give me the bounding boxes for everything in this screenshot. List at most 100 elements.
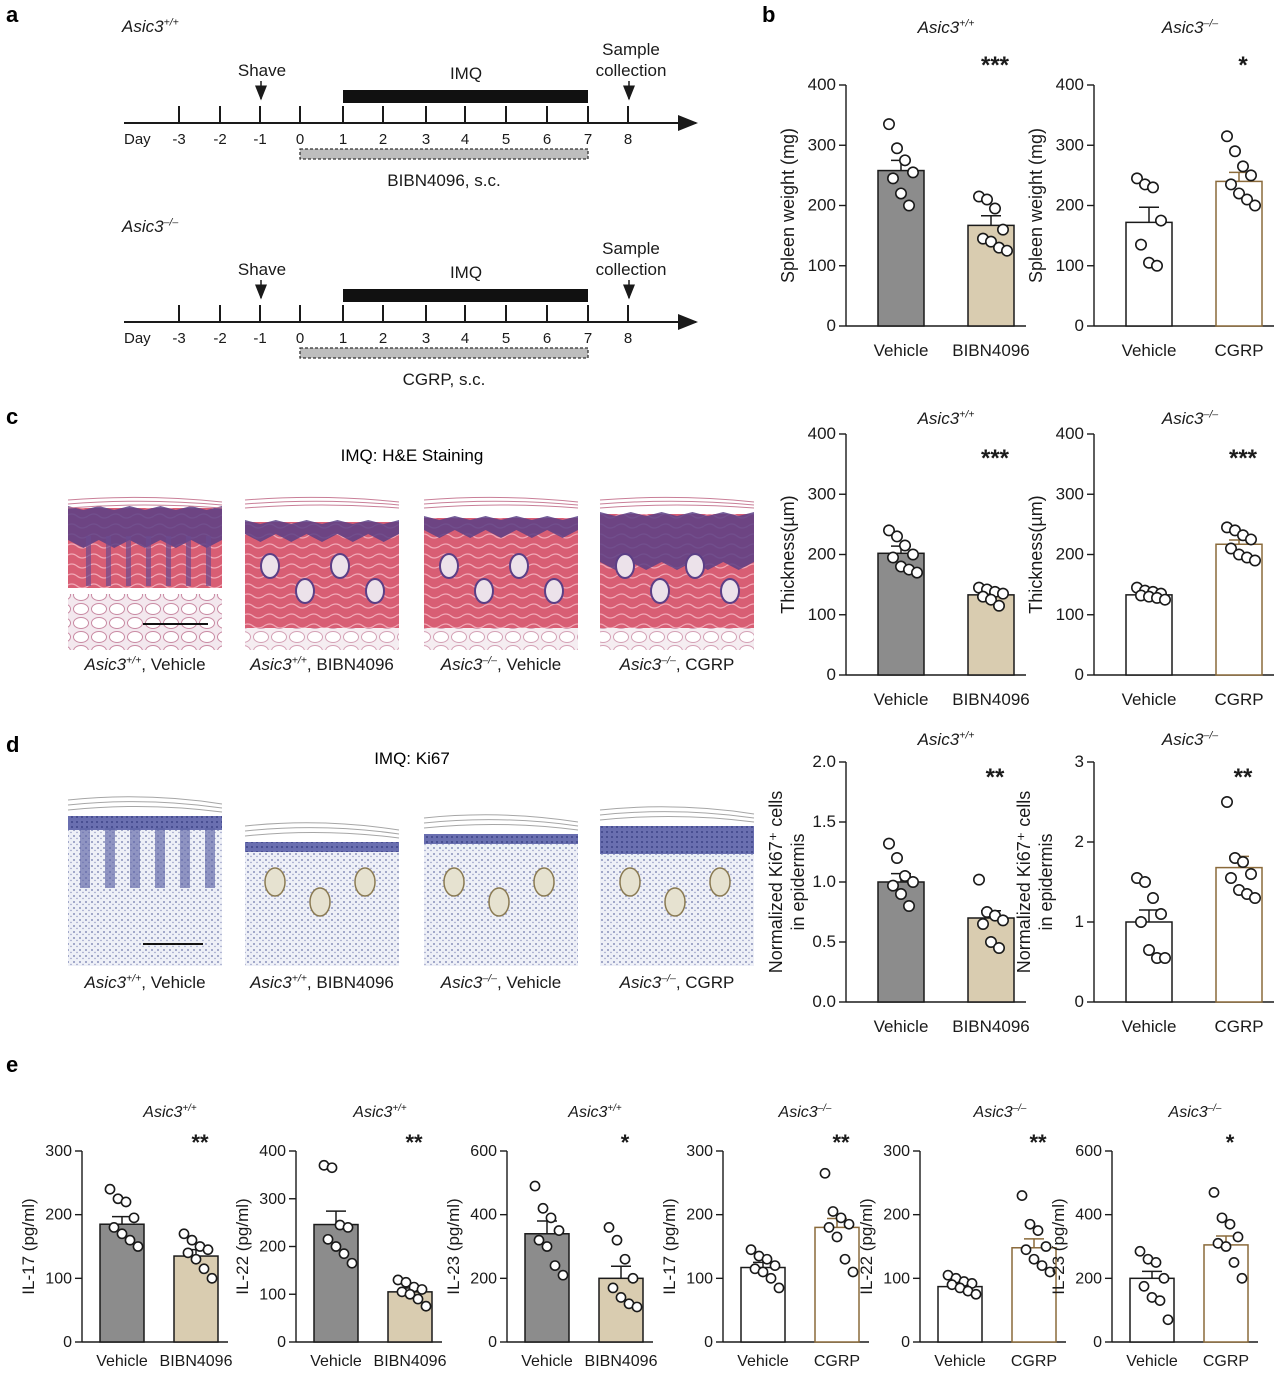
imq-label: IMQ	[450, 263, 482, 282]
data-point	[1220, 1241, 1232, 1252]
ki67-follicle	[664, 887, 686, 917]
data-point	[1151, 259, 1164, 272]
he-keratin	[244, 496, 400, 503]
chart-d2: Asic3–/– ** 0 1 2 3 Normalized Ki67⁺ cells in e…	[1014, 730, 1274, 1036]
he-follicle	[615, 553, 635, 579]
significance-marker: ***	[1229, 445, 1258, 472]
y-tick-label: 0	[1093, 1334, 1102, 1351]
data-point	[1249, 891, 1262, 904]
y-tick-label: 300	[808, 135, 836, 154]
timeline-day-tick-label: -2	[213, 330, 226, 347]
data-point	[1224, 1218, 1236, 1230]
data-point	[615, 1292, 627, 1303]
data-point	[1135, 238, 1148, 251]
data-point	[557, 1269, 569, 1281]
data-point	[1159, 951, 1172, 964]
significance-marker: ***	[981, 445, 1010, 472]
data-point	[1036, 1260, 1048, 1271]
data-point	[120, 1196, 132, 1208]
shave-label: Shave	[238, 260, 286, 279]
he-image-2	[244, 496, 400, 650]
data-point	[1162, 1314, 1174, 1326]
ki67-caption-4-base: Asic3	[619, 973, 662, 992]
y-tick-label: 100	[883, 1270, 910, 1287]
data-point	[186, 1234, 198, 1246]
ki67-image-row	[67, 796, 755, 966]
panel-letter-b: b	[762, 2, 775, 27]
ki67-keratin	[244, 822, 400, 831]
data-point	[1237, 160, 1250, 173]
he-caption-2-sup: +/+	[292, 655, 307, 667]
y-tick-label: 0	[277, 1334, 286, 1351]
y-tick-label: 200	[808, 545, 836, 564]
bar-cgrp	[1203, 1244, 1249, 1343]
x-tick-label: CGRP	[1214, 341, 1263, 360]
data-point	[902, 199, 915, 212]
timeline-genotype-1-sup: +/+	[164, 17, 179, 29]
data-point	[132, 1241, 144, 1252]
timeline-day-tick-label: 5	[502, 330, 510, 347]
ki67-rete-ridge	[155, 828, 165, 888]
ki67-follicle	[309, 887, 331, 917]
significance-marker: **	[1029, 1130, 1047, 1155]
x-tick-label: CGRP	[1214, 1017, 1263, 1036]
y-tick-label: 600	[1075, 1143, 1102, 1160]
timeline-day-tick-label: -1	[253, 131, 266, 148]
data-point	[1016, 1190, 1028, 1201]
x-tick-label: CGRP	[1203, 1353, 1249, 1370]
chart-title-sup: –/–	[1202, 730, 1218, 742]
data-point	[984, 235, 997, 248]
y-tick-label: 0	[1075, 992, 1084, 1011]
data-point	[116, 1228, 128, 1240]
y-tick-label: 300	[259, 1191, 286, 1208]
chart-title-base: Asic3	[567, 1104, 607, 1121]
data-point	[898, 539, 911, 552]
chart-c1: Asic3+/+ *** 0 100 200 300 400 Thickness(µm) Veh…	[778, 409, 1030, 709]
significance-marker: ***	[981, 52, 1010, 79]
data-point	[1236, 1272, 1248, 1284]
timeline-day-tick-label: 3	[422, 330, 430, 347]
chart-title-base: Asic3	[1168, 1104, 1208, 1121]
ki67-caption-1-base: Asic3	[83, 973, 126, 992]
timeline-day-tick-label: 5	[502, 131, 510, 148]
he-follicle	[186, 536, 191, 586]
timeline-day-label: Day	[124, 330, 151, 347]
ki67-keratin	[67, 805, 223, 813]
ki67-epidermis	[424, 834, 578, 844]
data-point	[773, 1282, 785, 1294]
ki67-caption-2-rest: , BIBN4096	[307, 973, 394, 992]
he-caption-2-rest: , BIBN4096	[307, 655, 394, 674]
y-tick-label: 200	[470, 1270, 497, 1287]
data-point	[827, 1206, 839, 1217]
chart-e3: Asic3+/+ * 0 200 400 600 IL-23 (pg/ml) Vehicle B…	[444, 1103, 658, 1370]
timeline-day-tick-label: 4	[461, 330, 469, 347]
imq-label: IMQ	[450, 64, 482, 83]
chart-title: Asic3–/–	[1161, 18, 1218, 37]
data-point	[1000, 244, 1013, 257]
data-point	[1245, 533, 1258, 546]
significance-marker: **	[191, 1130, 209, 1155]
bar-bibn4096	[967, 594, 1015, 676]
data-point	[420, 1300, 432, 1312]
y-axis-label: Thickness(µm)	[1026, 495, 1046, 613]
panel-letter-d: d	[6, 732, 19, 757]
data-point	[1249, 554, 1262, 567]
shave-label: Shave	[238, 61, 286, 80]
timeline-day-tick-label: -2	[213, 131, 226, 148]
data-point	[1143, 943, 1156, 956]
bar-bibn4096	[967, 917, 1015, 1003]
he-follicle	[650, 578, 670, 604]
significance-marker: *	[621, 1130, 630, 1155]
data-point	[1155, 214, 1168, 227]
he-image-1	[67, 496, 223, 650]
y-axis-label: IL-23 (pg/ml)	[444, 1198, 463, 1294]
y-axis-label: IL-23 (pg/ml)	[1049, 1198, 1068, 1294]
data-point	[416, 1284, 428, 1295]
he-caption-4-base: Asic3	[619, 655, 662, 674]
data-point	[322, 1233, 334, 1245]
bar-vehicle	[740, 1266, 786, 1343]
data-point	[1233, 187, 1246, 200]
data-point	[1150, 1257, 1162, 1268]
y-tick-label: 300	[808, 484, 836, 503]
x-tick-label: BIBN4096	[585, 1353, 658, 1370]
